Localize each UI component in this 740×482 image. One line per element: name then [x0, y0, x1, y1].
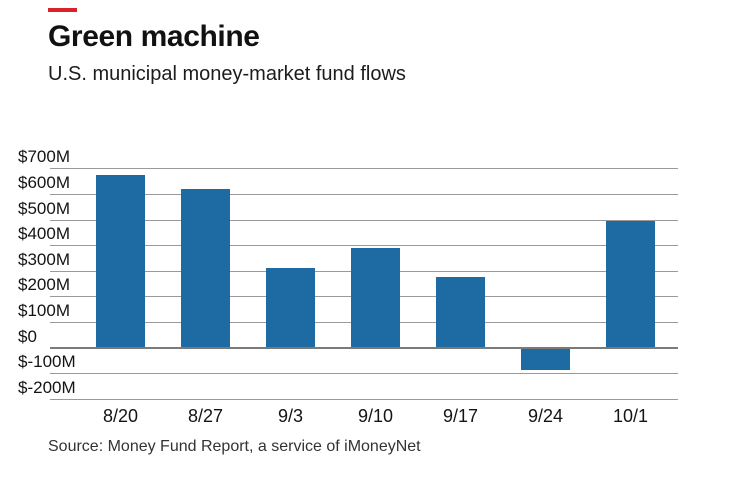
gridline [50, 346, 678, 349]
x-axis-label: 9/10 [357, 406, 394, 426]
bar-9/10 [351, 247, 400, 348]
gridline [50, 168, 678, 170]
bar-8/27 [181, 188, 230, 348]
chart-title: Green machine [48, 20, 260, 53]
gridline [50, 373, 678, 375]
bar-9/3 [266, 268, 315, 348]
y-axis-label: $300M [18, 249, 70, 269]
x-axis-label: 9/17 [442, 406, 479, 426]
y-axis-label: $0 [18, 326, 37, 346]
x-axis-label: 9/3 [277, 406, 304, 426]
y-axis-label: $100M [18, 300, 70, 320]
y-axis-label: $200M [18, 275, 70, 295]
bar-9/17 [436, 277, 485, 348]
x-axis-label: 9/24 [527, 406, 564, 426]
gridline [50, 193, 678, 195]
accent-dash [48, 8, 77, 12]
y-axis-label: $400M [18, 224, 70, 244]
x-axis-label: 8/20 [102, 406, 139, 426]
y-axis-label: $700M [18, 147, 70, 167]
y-axis-label: $-100M [18, 352, 76, 372]
y-axis-label: $-200M [18, 377, 76, 397]
gridline [50, 398, 678, 400]
x-axis-label: 8/27 [187, 406, 224, 426]
gridline [50, 219, 678, 221]
bar-9/24 [521, 348, 570, 371]
chart-subtitle: U.S. municipal money-market fund flows [48, 63, 406, 85]
y-axis-label: $600M [18, 172, 70, 192]
gridline [50, 245, 678, 247]
x-axis-label: 10/1 [612, 406, 649, 426]
bar-10/1 [606, 220, 655, 348]
bar-8/20 [96, 174, 145, 348]
y-axis-label: $500M [18, 198, 70, 218]
source-note: Source: Money Fund Report, a service of … [48, 438, 421, 455]
